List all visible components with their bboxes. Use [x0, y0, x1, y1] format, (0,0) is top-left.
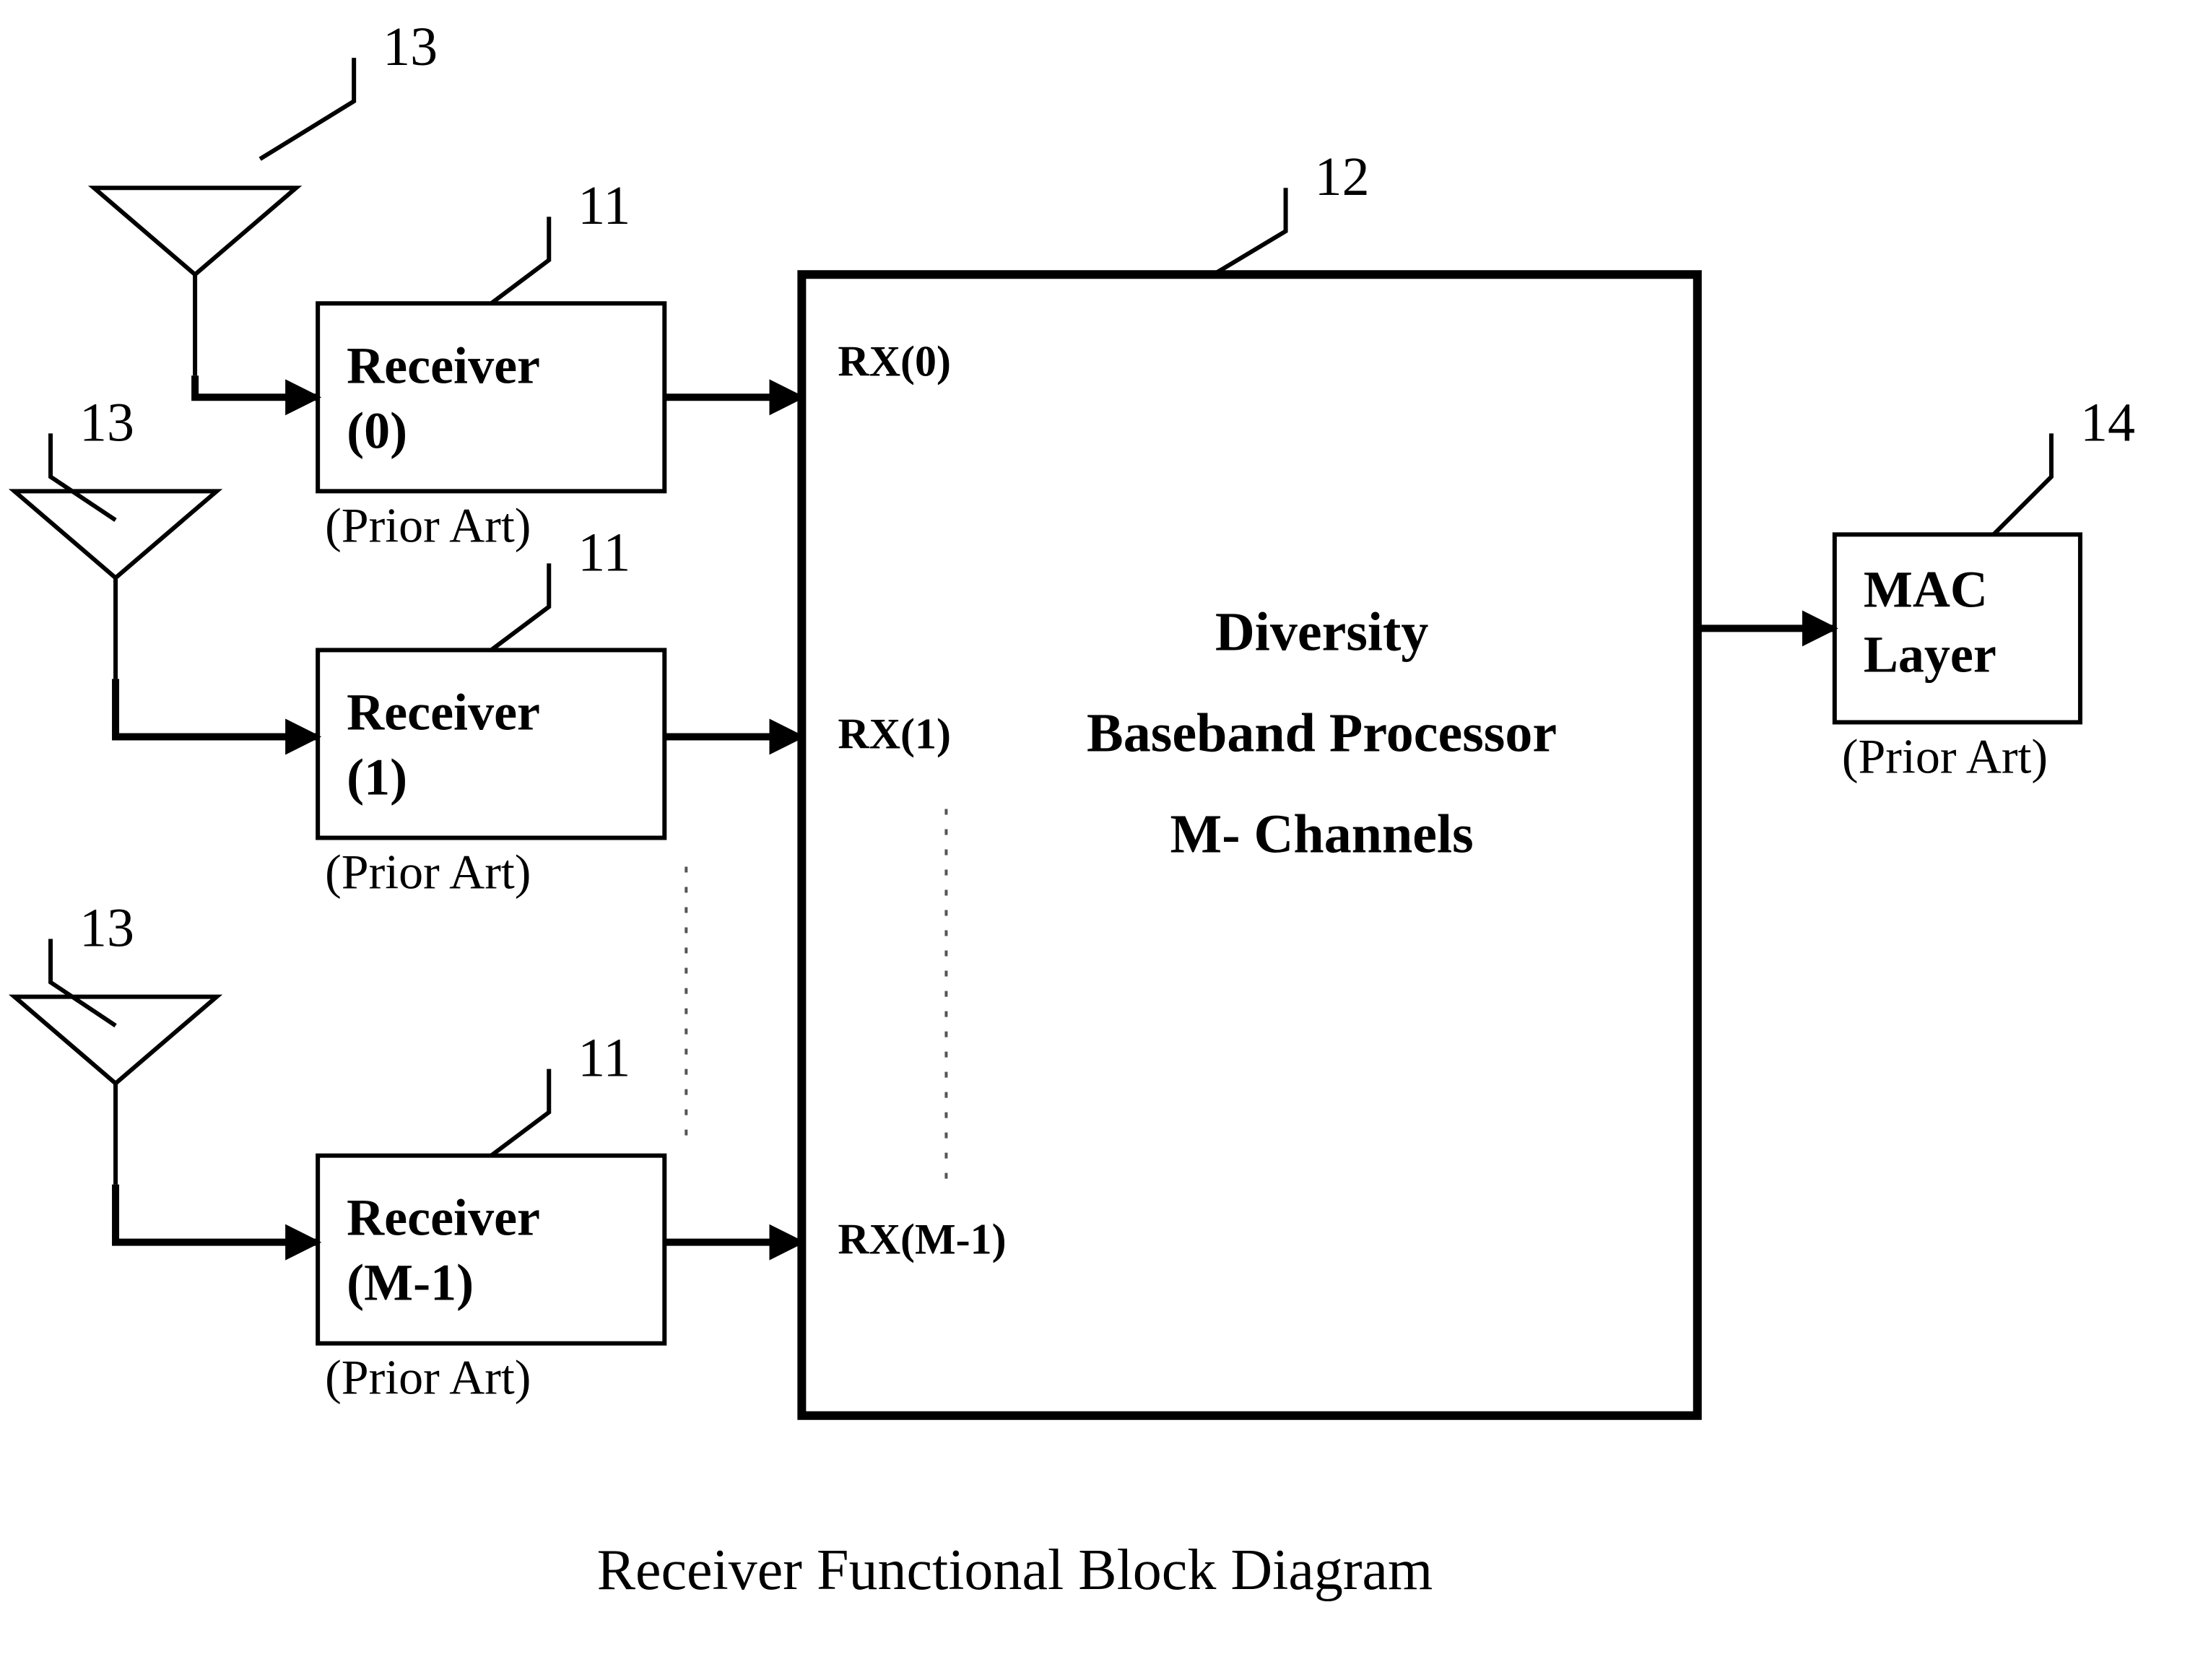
svg-text:11: 11 [578, 522, 630, 583]
svg-text:Receiver Functional Block Diag: Receiver Functional Block Diagram [597, 1538, 1433, 1602]
svg-text:M- Channels: M- Channels [1170, 804, 1473, 865]
svg-text:(Prior Art): (Prior Art) [325, 845, 531, 900]
svg-text:12: 12 [1315, 147, 1370, 207]
svg-text:Baseband Processor: Baseband Processor [1087, 702, 1557, 763]
svg-text:13: 13 [79, 898, 134, 959]
svg-text:Diversity: Diversity [1215, 601, 1429, 662]
svg-text:(Prior Art): (Prior Art) [325, 497, 531, 552]
svg-text:Layer: Layer [1864, 625, 1996, 683]
svg-text:(Prior Art): (Prior Art) [325, 1350, 531, 1405]
svg-text:11: 11 [578, 175, 630, 236]
svg-text:13: 13 [79, 392, 134, 453]
svg-text:(Prior Art): (Prior Art) [1842, 728, 2048, 783]
svg-text:Receiver: Receiver [347, 1189, 540, 1247]
block-diagram: 13 13 13 Receiver (0) (Prior Art) 11 Receiver (1… [0, 0, 2203, 1680]
svg-text:14: 14 [2080, 392, 2135, 453]
svg-text:RX(0): RX(0) [838, 337, 951, 385]
svg-text:Receiver: Receiver [347, 683, 540, 741]
svg-text:(0): (0) [347, 401, 407, 459]
svg-text:Receiver: Receiver [347, 336, 540, 394]
svg-text:RX(M-1): RX(M-1) [838, 1216, 1006, 1263]
svg-text:11: 11 [578, 1028, 630, 1089]
svg-text:(M-1): (M-1) [347, 1254, 474, 1312]
svg-text:MAC: MAC [1864, 560, 1988, 618]
svg-text:RX(1): RX(1) [838, 710, 951, 757]
svg-text:(1): (1) [347, 748, 407, 806]
svg-text:13: 13 [383, 17, 438, 77]
